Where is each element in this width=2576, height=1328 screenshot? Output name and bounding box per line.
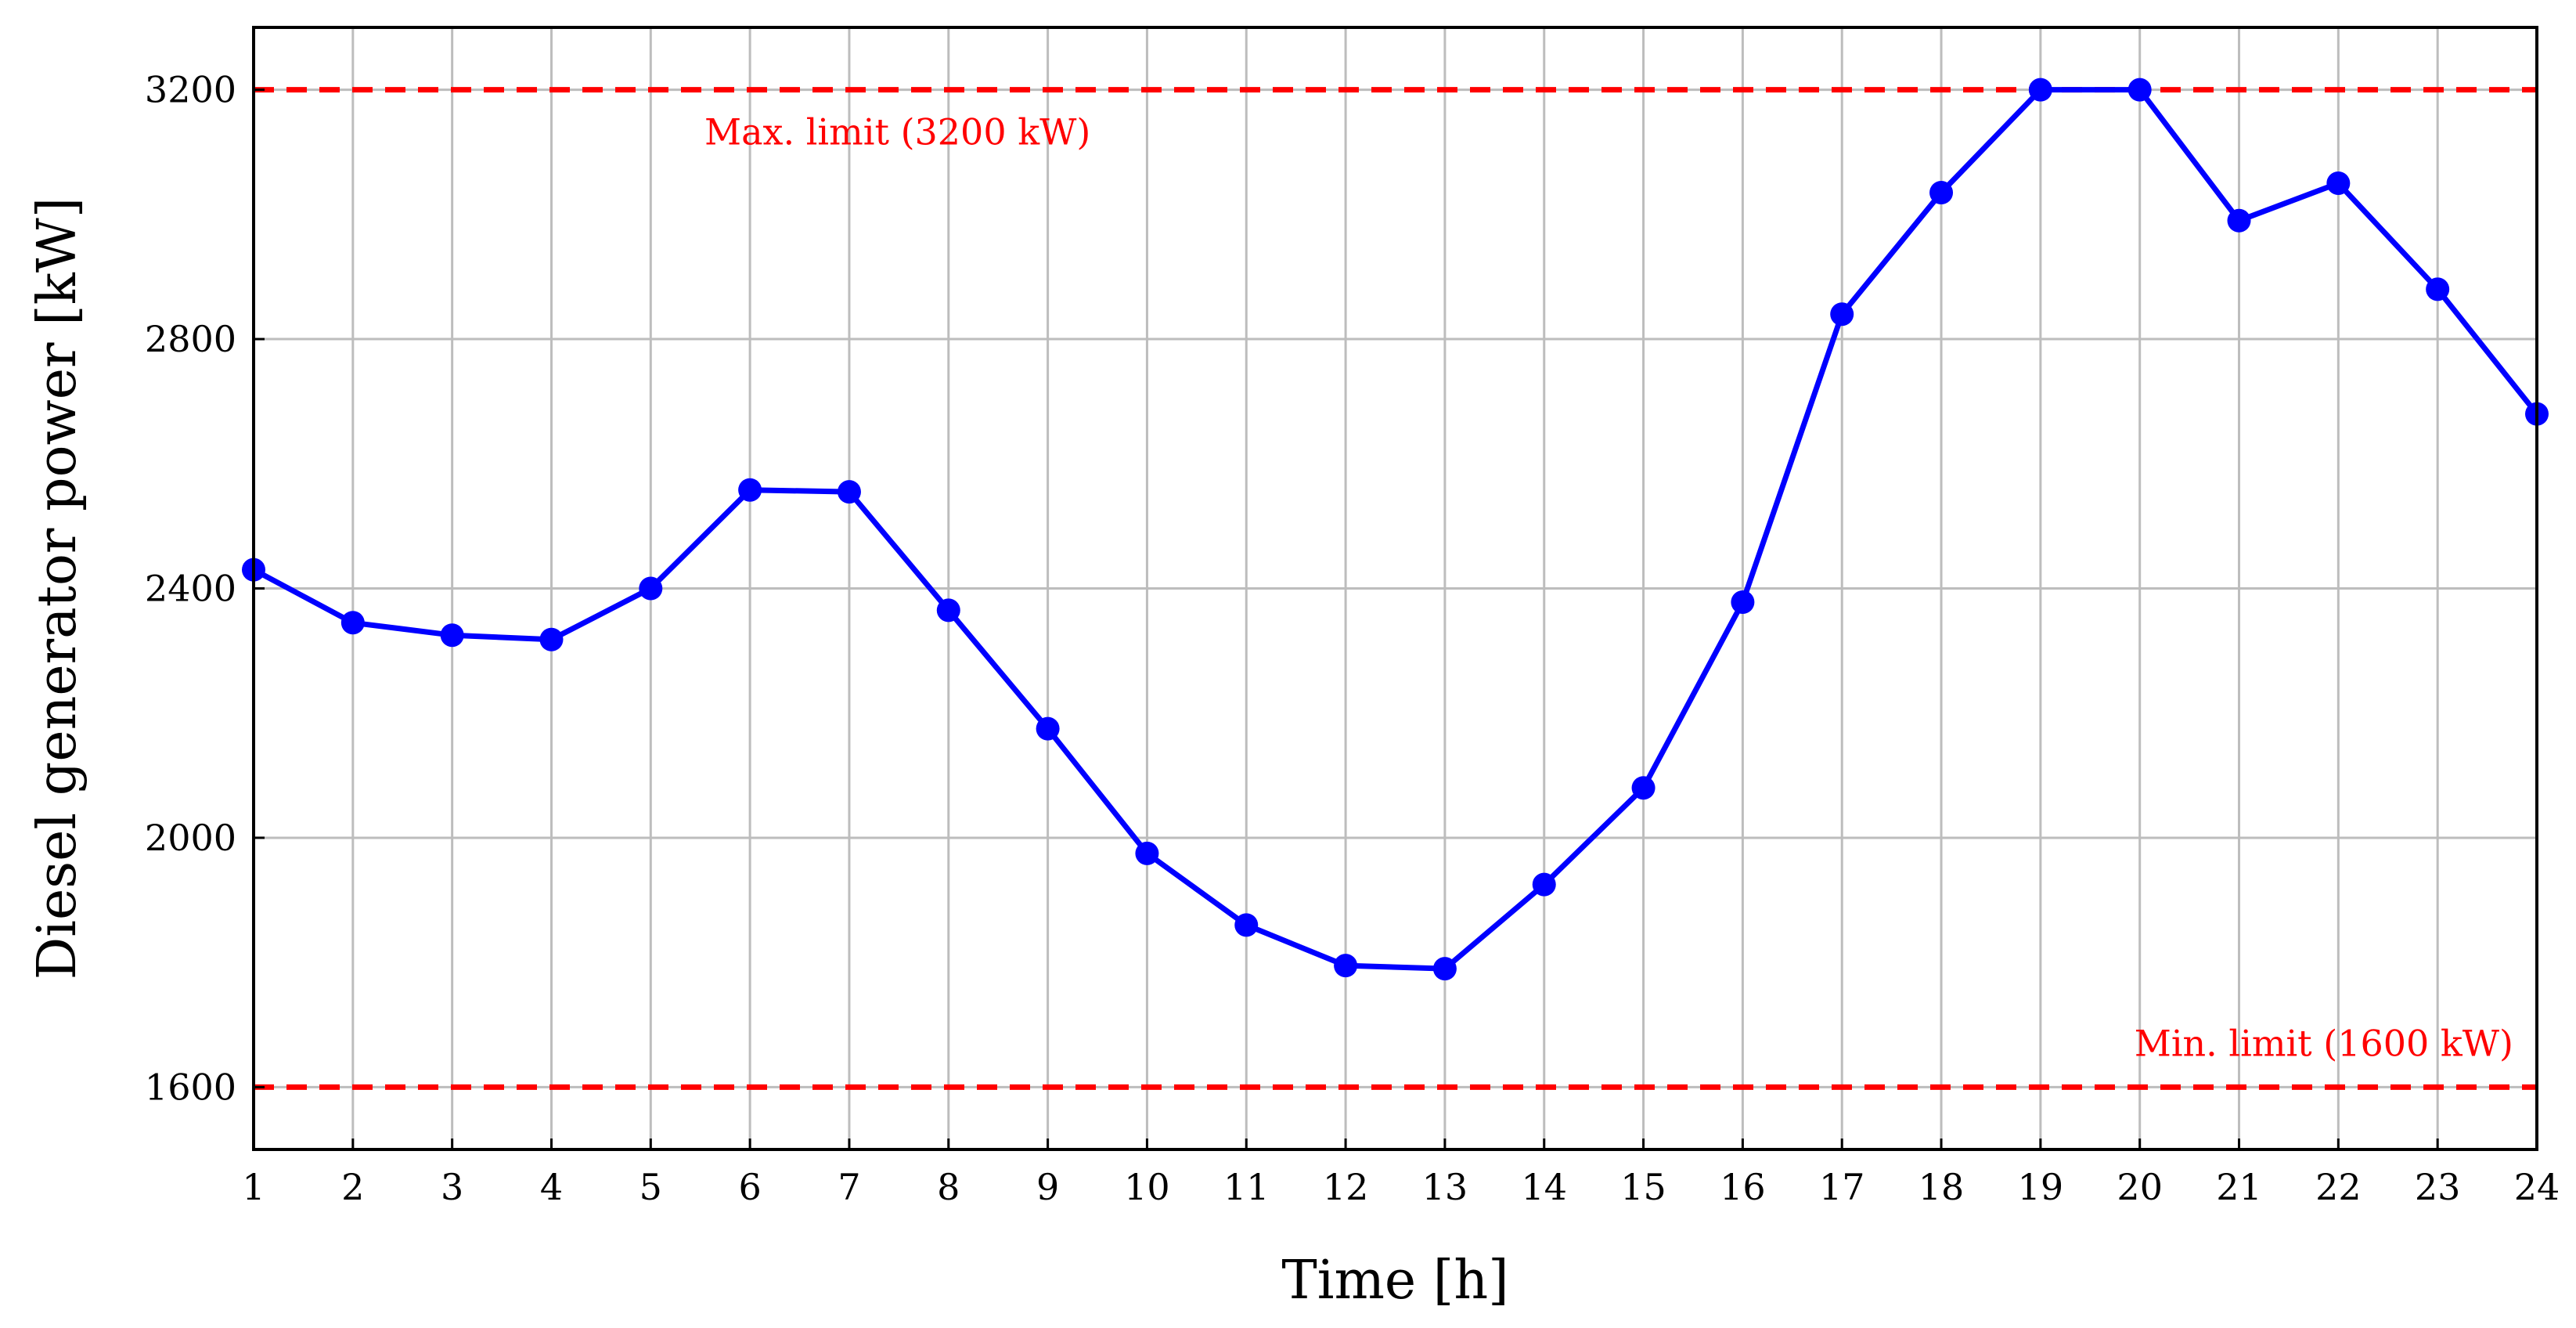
y-tick-label: 2000 <box>145 817 236 859</box>
data-point <box>1731 590 1755 615</box>
y-axis-ticks: 1600 2000 2400 2800 3200 <box>145 69 265 1108</box>
x-tick-label: 13 <box>1422 1166 1468 1208</box>
data-point <box>1631 776 1655 800</box>
x-tick-label: 11 <box>1223 1166 1270 1208</box>
x-tick-label: 8 <box>937 1166 960 1208</box>
data-point <box>1036 716 1060 741</box>
data-point <box>340 611 365 635</box>
x-axis-title: Time [h] <box>1281 1250 1508 1312</box>
x-tick-label: 4 <box>540 1166 563 1208</box>
data-series <box>242 78 2549 981</box>
x-tick-label: 20 <box>2117 1166 2163 1208</box>
data-point <box>1432 957 1457 981</box>
data-point <box>1234 913 1259 937</box>
data-point <box>440 623 464 648</box>
data-point <box>2127 78 2152 102</box>
data-point <box>1135 841 1159 865</box>
x-tick-label: 5 <box>639 1166 662 1208</box>
x-tick-label: 12 <box>1323 1166 1369 1208</box>
x-tick-label: 18 <box>1918 1166 1965 1208</box>
x-tick-label: 15 <box>1620 1166 1666 1208</box>
y-tick-label: 2400 <box>145 568 236 610</box>
data-point <box>837 480 861 504</box>
x-tick-label: 14 <box>1521 1166 1567 1208</box>
x-tick-label: 3 <box>441 1166 463 1208</box>
y-tick-label: 3200 <box>145 69 236 111</box>
y-axis-title: Diesel generator power [kW] <box>27 197 88 980</box>
data-point <box>2028 78 2052 102</box>
max-limit-label: Max. limit (3200 kW) <box>704 111 1090 153</box>
x-tick-label: 6 <box>738 1166 761 1208</box>
x-tick-label: 2 <box>341 1166 364 1208</box>
series-line <box>252 87 2539 972</box>
x-axis-ticks: 1 2 3 4 5 6 7 8 9 10 11 12 13 14 15 16 17 18 19 20 21 22 23 24 <box>242 1139 2560 1208</box>
x-tick-label: 9 <box>1036 1166 1059 1208</box>
data-point <box>2426 277 2450 301</box>
x-tick-label: 7 <box>838 1166 860 1208</box>
min-limit-label: Min. limit (1600 kW) <box>2135 1022 2513 1064</box>
data-point <box>1830 302 1854 327</box>
x-tick-label: 22 <box>2315 1166 2362 1208</box>
x-tick-label: 16 <box>1720 1166 1766 1208</box>
y-tick-label: 1600 <box>145 1066 236 1108</box>
x-tick-label: 19 <box>2018 1166 2064 1208</box>
data-point <box>936 598 960 622</box>
data-point <box>1929 180 1954 204</box>
grid-lines <box>252 27 2538 1149</box>
x-tick-label: 23 <box>2415 1166 2461 1208</box>
data-point <box>539 627 564 651</box>
data-point <box>1532 872 1556 897</box>
data-point <box>738 478 762 502</box>
y-tick-label: 2800 <box>145 318 236 360</box>
reference-lines: Max. limit (3200 kW) Min. limit (1600 kW) <box>254 87 2537 1090</box>
x-tick-label: 10 <box>1124 1166 1170 1208</box>
x-tick-label: 1 <box>242 1166 265 1208</box>
x-tick-label: 17 <box>1819 1166 1865 1208</box>
x-tick-label: 21 <box>2216 1166 2262 1208</box>
x-tick-label: 24 <box>2514 1166 2560 1208</box>
data-point <box>2326 171 2351 196</box>
data-point <box>639 576 663 601</box>
data-point <box>2227 208 2251 233</box>
data-point <box>1334 954 1358 978</box>
